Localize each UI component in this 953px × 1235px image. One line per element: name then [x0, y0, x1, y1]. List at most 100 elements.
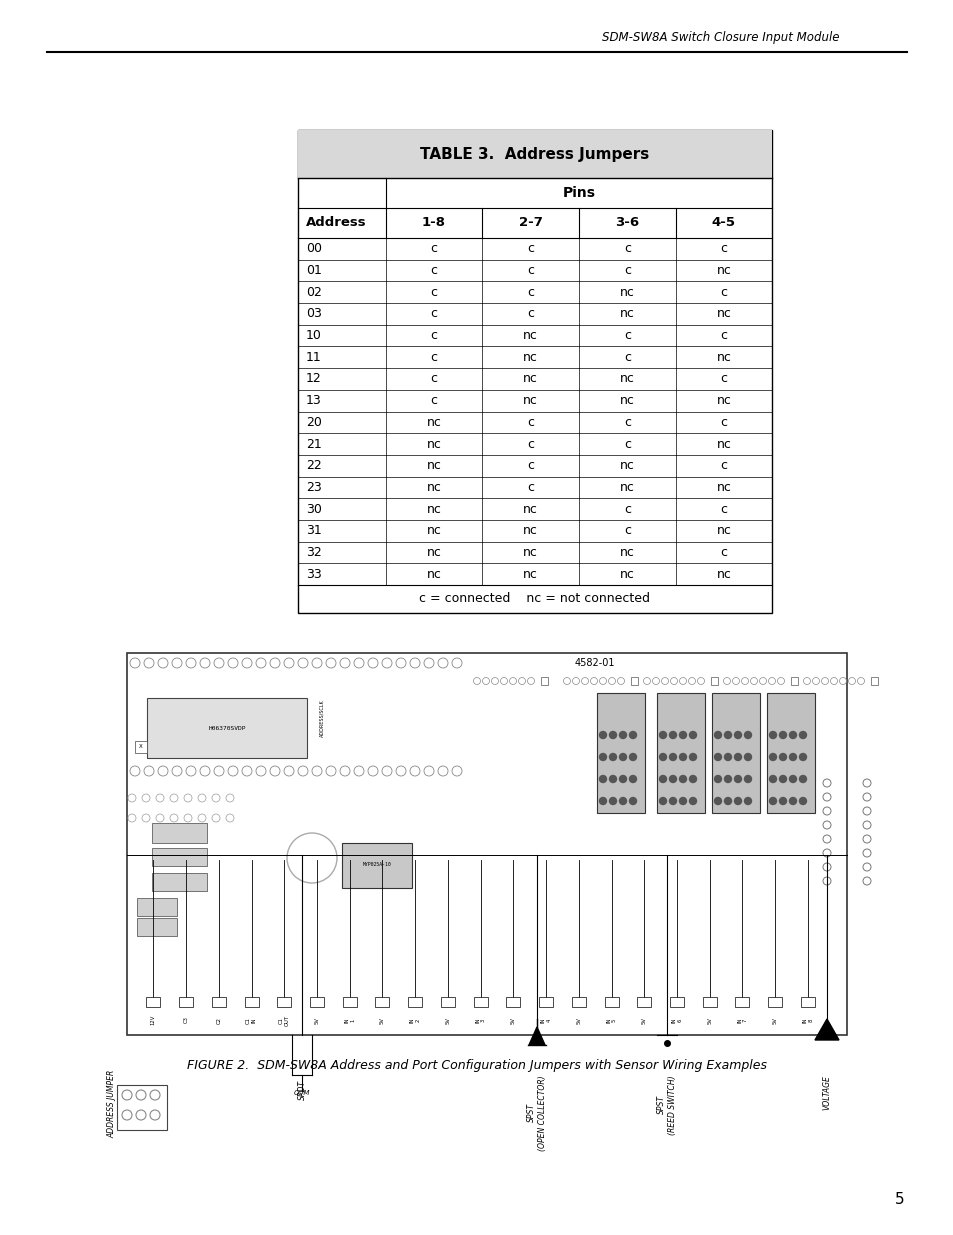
- Bar: [538, 997, 553, 1007]
- Text: ADDRESS/SCLK: ADDRESS/SCLK: [319, 699, 324, 737]
- Text: c: c: [623, 351, 630, 364]
- Circle shape: [734, 798, 740, 804]
- Text: 1-8: 1-8: [421, 216, 446, 230]
- Text: 32: 32: [306, 546, 321, 559]
- Text: 12V: 12V: [151, 1015, 155, 1025]
- Circle shape: [618, 776, 626, 783]
- Text: c = connected    nc = not connected: c = connected nc = not connected: [419, 593, 650, 605]
- Text: COM: COM: [294, 1091, 310, 1095]
- Bar: [790, 677, 797, 685]
- Bar: [540, 677, 547, 685]
- Text: nc: nc: [523, 525, 537, 537]
- Text: c: c: [527, 285, 534, 299]
- Text: c: c: [623, 329, 630, 342]
- Bar: [297, 130, 771, 613]
- Text: nc: nc: [523, 503, 537, 515]
- Text: 00: 00: [306, 242, 322, 256]
- Text: c: c: [623, 525, 630, 537]
- Text: 11: 11: [306, 351, 321, 364]
- Circle shape: [743, 753, 751, 761]
- Circle shape: [734, 731, 740, 739]
- Text: 22: 22: [306, 459, 321, 472]
- Circle shape: [629, 798, 636, 804]
- Text: C1
IN: C1 IN: [246, 1016, 256, 1024]
- Circle shape: [629, 731, 636, 739]
- Polygon shape: [529, 1028, 544, 1045]
- Text: MYP025A-10: MYP025A-10: [362, 862, 391, 867]
- Circle shape: [779, 731, 785, 739]
- Text: nc: nc: [426, 459, 441, 472]
- Text: 21: 21: [306, 437, 321, 451]
- Text: 5V: 5V: [772, 1016, 777, 1024]
- Circle shape: [598, 731, 606, 739]
- Bar: [375, 997, 389, 1007]
- Circle shape: [714, 731, 720, 739]
- Text: ADDRESS JUMPER: ADDRESS JUMPER: [108, 1070, 116, 1139]
- Text: 4-5: 4-5: [711, 216, 735, 230]
- Text: c: c: [720, 285, 726, 299]
- Text: 20: 20: [306, 416, 321, 429]
- Circle shape: [689, 776, 696, 783]
- Text: IN
6: IN 6: [671, 1018, 681, 1023]
- Text: nc: nc: [426, 503, 441, 515]
- Text: 5V: 5V: [445, 1016, 450, 1024]
- Text: IN
8: IN 8: [801, 1018, 813, 1023]
- Circle shape: [723, 776, 731, 783]
- Text: 5: 5: [894, 1193, 903, 1208]
- Text: nc: nc: [523, 546, 537, 559]
- Text: nc: nc: [523, 351, 537, 364]
- Circle shape: [669, 731, 676, 739]
- Text: c: c: [527, 264, 534, 277]
- Text: c: c: [623, 264, 630, 277]
- Text: H06370SVDP: H06370SVDP: [208, 725, 246, 730]
- Text: SDM-SW8A Switch Closure Input Module: SDM-SW8A Switch Closure Input Module: [602, 31, 840, 43]
- Circle shape: [659, 798, 666, 804]
- Bar: [870, 677, 877, 685]
- Bar: [571, 997, 585, 1007]
- Text: nc: nc: [619, 394, 634, 408]
- Text: c: c: [527, 480, 534, 494]
- Text: c: c: [430, 264, 437, 277]
- Bar: [152, 823, 207, 844]
- Text: 13: 13: [306, 394, 321, 408]
- Bar: [767, 997, 781, 1007]
- Circle shape: [789, 753, 796, 761]
- Text: nc: nc: [716, 308, 731, 320]
- Text: nc: nc: [619, 308, 634, 320]
- Text: VOLTAGE: VOLTAGE: [821, 1074, 831, 1110]
- Text: nc: nc: [619, 373, 634, 385]
- Text: c: c: [527, 459, 534, 472]
- Bar: [135, 741, 147, 753]
- Text: 01: 01: [306, 264, 321, 277]
- Text: SPST
(REED SWITCH): SPST (REED SWITCH): [657, 1074, 676, 1135]
- Bar: [408, 997, 422, 1007]
- Circle shape: [609, 731, 616, 739]
- Text: nc: nc: [716, 394, 731, 408]
- Bar: [342, 997, 356, 1007]
- Text: 10: 10: [306, 329, 321, 342]
- Circle shape: [743, 776, 751, 783]
- Text: c: c: [623, 416, 630, 429]
- Circle shape: [714, 798, 720, 804]
- Text: 03: 03: [306, 308, 321, 320]
- Circle shape: [799, 731, 805, 739]
- Text: c: c: [430, 242, 437, 256]
- Circle shape: [679, 776, 686, 783]
- Bar: [297, 130, 771, 178]
- Text: nc: nc: [716, 525, 731, 537]
- Circle shape: [618, 753, 626, 761]
- Circle shape: [743, 798, 751, 804]
- Circle shape: [618, 798, 626, 804]
- Circle shape: [629, 753, 636, 761]
- Text: 5V: 5V: [314, 1016, 319, 1024]
- Text: 31: 31: [306, 525, 321, 537]
- Circle shape: [779, 753, 785, 761]
- Text: IN
7: IN 7: [737, 1018, 747, 1023]
- Text: 5V: 5V: [706, 1016, 712, 1024]
- Text: nc: nc: [426, 546, 441, 559]
- Bar: [152, 848, 207, 866]
- Text: 30: 30: [306, 503, 321, 515]
- Bar: [711, 693, 760, 813]
- Circle shape: [669, 776, 676, 783]
- Text: 23: 23: [306, 480, 321, 494]
